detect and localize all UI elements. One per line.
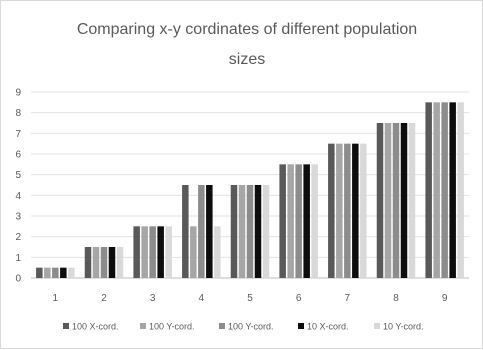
legend-label: 10 Y-cord. [383, 322, 424, 332]
bar [311, 164, 318, 278]
bar [328, 143, 335, 278]
legend-label: 10 X-cord. [307, 322, 349, 332]
legend-label: 100 Y-cord. [228, 322, 274, 332]
legend-label: 100 X-cord. [72, 322, 119, 332]
chart-title-line-2: sizes [229, 51, 265, 68]
y-tick-label: 2 [15, 232, 21, 243]
bar [392, 123, 400, 278]
bar [303, 164, 310, 278]
bar [400, 123, 408, 278]
bar [206, 185, 213, 278]
bar [108, 247, 116, 278]
bar [376, 123, 384, 278]
bar [230, 185, 238, 278]
bar [182, 185, 189, 278]
legend-swatch [298, 323, 304, 329]
y-tick-label: 9 [15, 88, 21, 99]
bar [133, 226, 140, 278]
x-axis: 1 2 3 4 5 6 7 8 9 [53, 293, 448, 304]
bar [190, 226, 197, 278]
bar [246, 185, 254, 278]
x-tick-label: 2 [101, 293, 107, 304]
legend-swatch [219, 323, 225, 329]
x-tick-label: 4 [199, 293, 205, 304]
bar [287, 164, 294, 278]
bar [408, 123, 416, 278]
x-tick-label: 5 [247, 293, 253, 304]
x-tick-label: 7 [345, 293, 351, 304]
bar [425, 102, 432, 278]
bar [295, 164, 302, 278]
bar [384, 123, 392, 278]
bar [344, 143, 351, 278]
bar [254, 185, 262, 278]
y-tick-label: 6 [15, 150, 21, 161]
bar [84, 247, 92, 278]
x-tick-label: 6 [296, 293, 302, 304]
y-tick-label: 5 [15, 170, 21, 181]
y-tick-label: 4 [15, 191, 21, 202]
bar [141, 226, 148, 278]
bar [262, 185, 270, 278]
legend-swatch [63, 323, 69, 329]
bar [198, 185, 205, 278]
legend: 100 X-cord. 100 Y-cord. 100 Y-cord. 10 X-co… [63, 322, 424, 332]
y-tick-label: 3 [15, 212, 21, 223]
bar [100, 247, 108, 278]
bar [149, 226, 156, 278]
bar [214, 226, 221, 278]
bar [157, 226, 164, 278]
bar [68, 267, 75, 278]
y-tick-label: 1 [15, 253, 21, 264]
bar [449, 102, 456, 278]
x-tick-label: 9 [442, 293, 448, 304]
bar [279, 164, 286, 278]
x-tick-label: 1 [53, 293, 59, 304]
bar [360, 143, 367, 278]
y-tick-label: 7 [15, 129, 21, 140]
x-tick-label: 3 [150, 293, 156, 304]
x-tick-label: 8 [393, 293, 399, 304]
y-axis: 0 1 2 3 4 5 6 7 8 9 [15, 88, 21, 285]
bar [238, 185, 246, 278]
bar [352, 143, 359, 278]
bar [44, 267, 51, 278]
bar [52, 267, 59, 278]
bar [116, 247, 124, 278]
y-tick-label: 8 [15, 108, 21, 119]
chart-title-line-1: Comparing x-y cordinates of different po… [77, 21, 417, 38]
legend-swatch [140, 323, 146, 329]
bars [36, 102, 464, 278]
bar [36, 267, 43, 278]
bar [336, 143, 343, 278]
bar [92, 247, 100, 278]
bar [433, 102, 440, 278]
bar [457, 102, 464, 278]
bar [60, 267, 67, 278]
legend-label: 100 Y-cord. [149, 322, 195, 332]
bar [165, 226, 172, 278]
y-tick-label: 0 [15, 274, 21, 285]
bar [441, 102, 448, 278]
legend-swatch [374, 323, 380, 329]
